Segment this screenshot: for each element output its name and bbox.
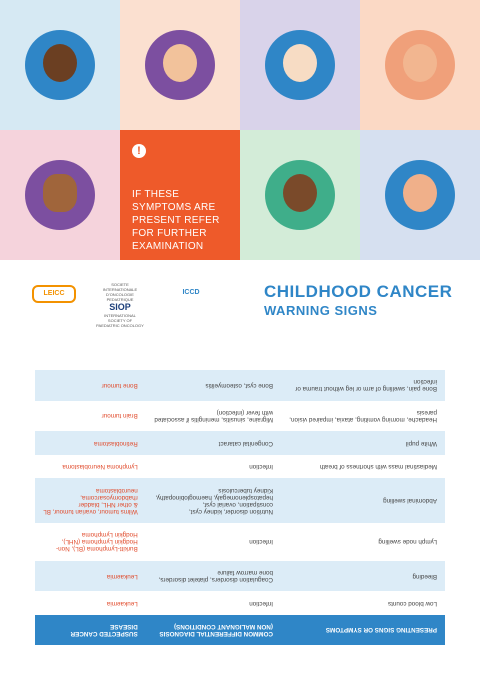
- table-row: Low blood counts Infection Leukaemia: [35, 591, 445, 615]
- table-cell: Mediastinal mass with shortness of breat…: [319, 463, 437, 471]
- tile: [120, 0, 240, 130]
- table-cell: Wilms tumour, ovarian tumour, BL & other…: [43, 486, 138, 515]
- table-cell: Infection: [249, 538, 273, 546]
- tile: [360, 130, 480, 260]
- table-cell: Burkitt-Lymphoma (BL), Non-Hodgkin Lymph…: [56, 531, 138, 553]
- table-cell: Retinoblastoma: [93, 439, 138, 447]
- table-cell: Coagulation disorders, platelet disorder…: [158, 569, 273, 584]
- callout-tile: ! IF THESE SYMPTOMS ARE PRESENT REFER FO…: [120, 130, 240, 260]
- logo-text: INTERNATIONAL SOCIETY OF PAEDIATRIC ONCO…: [96, 313, 144, 328]
- logo-text: SIOP: [109, 302, 131, 312]
- table-row: Mediastinal mass with shortness of breat…: [35, 455, 445, 479]
- table-row: Bleeding Coagulation disorders, platelet …: [35, 560, 445, 592]
- table-cell: Infection: [249, 463, 273, 471]
- table-cell: Low blood counts: [387, 599, 437, 607]
- table-cell: Brain tumour: [101, 412, 138, 420]
- alert-icon: !: [132, 144, 146, 158]
- header-cell: COMMON DIFFERENTIAL DIAGNOSIS (NON MALIG…: [159, 623, 273, 637]
- table-cell: Leukaemia: [106, 599, 138, 607]
- logo: ICCD: [166, 284, 216, 302]
- table-cell: Bleeding: [412, 572, 437, 580]
- header-cell: SUSPECTED CANCER DISEASE: [70, 623, 138, 637]
- title: CHILDHOOD CANCER: [264, 282, 453, 301]
- table-cell: Lymphoma Neuroblastoma: [62, 463, 138, 471]
- logo-text: LEICC: [32, 285, 76, 303]
- table-cell: Migraine, sinusitis, meningitis if assoc…: [154, 408, 273, 423]
- table-row: Lymph node swelling Infection Burkitt-Lymp…: [35, 523, 445, 561]
- table-cell: Headache, morning vomiting, ataxia, impa…: [289, 408, 437, 423]
- logo-text: SOCIETE INTERNATIONALE D'ONCOLOGIE PEDIA…: [102, 282, 138, 302]
- table-cell: Abdominal swelling: [383, 497, 437, 505]
- table-cell: Nutrition disorder, kidney cyst, constip…: [155, 486, 273, 515]
- table-cell: Lymph node swelling: [378, 538, 437, 546]
- header-cell: PRESENTING SIGNS OR SYMPTOMS: [325, 626, 437, 634]
- logo: LEICC: [32, 285, 76, 303]
- tile: [360, 0, 480, 130]
- tile: [0, 130, 120, 260]
- tile: [240, 0, 360, 130]
- table-row: Bone pain, swelling of arm or leg withou…: [35, 370, 445, 401]
- symptom-table: PRESENTING SIGNS OR SYMPTOMS COMMON DIFFE…: [35, 370, 445, 645]
- tile: [0, 0, 120, 130]
- table-cell: Infection: [249, 599, 273, 607]
- table-cell: Bone tumour: [101, 381, 138, 389]
- table-row: White pupil Congenital cataract Retinoblas…: [35, 431, 445, 455]
- callout-text: IF THESE SYMPTOMS ARE PRESENT REFER FOR …: [132, 189, 220, 252]
- logo: SOCIETE INTERNATIONALE D'ONCOLOGIE PEDIA…: [96, 282, 144, 328]
- table-cell: Congenital cataract: [218, 439, 273, 447]
- subtitle: WARNING SIGNS: [264, 303, 378, 318]
- table-row: Headache, morning vomiting, ataxia, impa…: [35, 401, 445, 432]
- table-cell: Bone cyst, osteomyelitis: [205, 381, 273, 389]
- table-cell: White pupil: [405, 439, 437, 447]
- logo-text: ICCD: [182, 289, 200, 296]
- table-header: PRESENTING SIGNS OR SYMPTOMS COMMON DIFFE…: [35, 615, 445, 645]
- tile: [240, 130, 360, 260]
- table-row: Abdominal swelling Nutrition disorder, ki…: [35, 478, 445, 524]
- table-cell: Bone pain, swelling of arm or leg withou…: [295, 378, 437, 393]
- table-cell: Leukaemia: [106, 572, 138, 580]
